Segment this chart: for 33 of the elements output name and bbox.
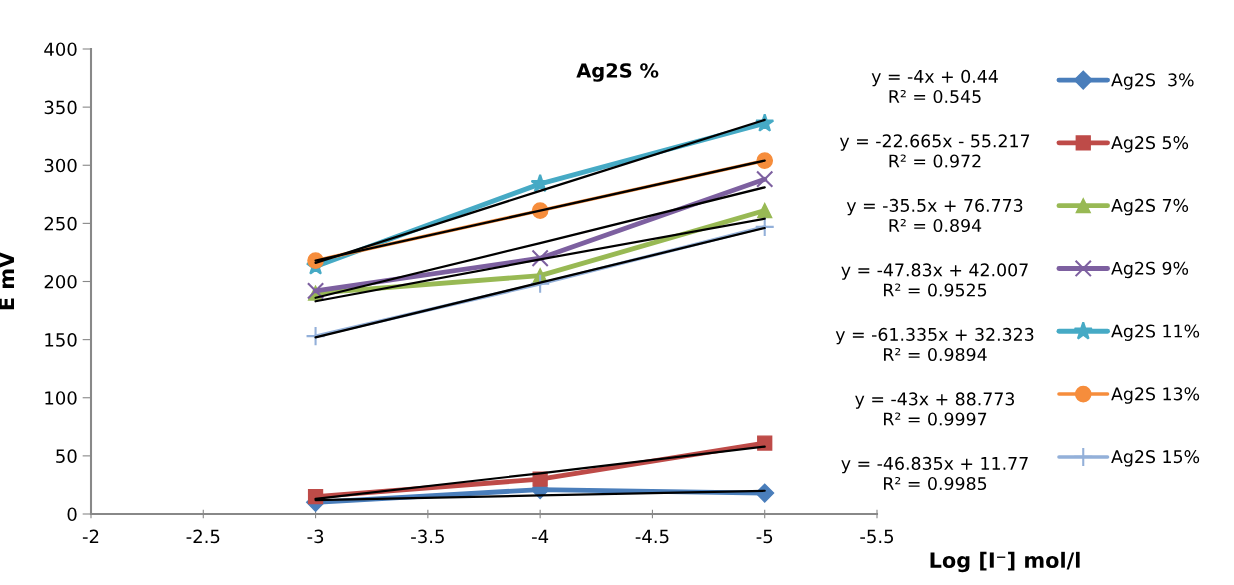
y-tick-label: 250 [44, 216, 77, 231]
annotation: y = -46.835x + 11.77 R² = 0.9985 [841, 456, 1028, 491]
legend-label: Ag2S 13% [1111, 387, 1200, 404]
annotation: y = -22.665x - 55.217 R² = 0.972 [839, 134, 1030, 168]
x-tick-label: -4 [532, 529, 549, 543]
legend-label: Ag2S 7% [1111, 198, 1189, 216]
legend-label: Ag2S 15% [1111, 450, 1200, 467]
annotation: y = -35.5x + 76.773 R² = 0.894 [846, 198, 1023, 233]
x-tick-label: -3.5 [411, 529, 444, 544]
legend-label: Ag2S 9% [1111, 261, 1189, 279]
legend-label: Ag2S 5% [1111, 136, 1189, 153]
x-tick-label: -2 [82, 529, 99, 543]
x-axis-title: Log [I⁻] mol/l [930, 551, 1080, 573]
legend-label: Ag2S 11% [1111, 324, 1200, 341]
annotation: y = -4x + 0.44 R² = 0.545 [871, 69, 998, 104]
annotation: y = -47.83x + 42.007 R² = 0.9525 [841, 263, 1028, 297]
y-tick-label: 300 [44, 158, 77, 173]
y-tick-label: 50 [56, 449, 77, 463]
x-tick-label: -5 [756, 529, 773, 544]
annotation: y = -43x + 88.773 R² = 0.9997 [855, 392, 1015, 426]
y-tick-label: 200 [44, 274, 77, 289]
x-tick-label: -2.5 [186, 529, 220, 544]
x-tick-label: -3 [307, 529, 324, 544]
y-tick-label: 350 [44, 100, 77, 115]
annotation: y = -61.335x + 32.323 R² = 0.9894 [835, 327, 1034, 362]
y-tick-label: 100 [45, 391, 77, 405]
y-tick-label: 0 [67, 507, 77, 522]
y-tick-label: 150 [45, 333, 77, 347]
x-tick-label: -4.5 [635, 529, 669, 544]
x-tick-label: -5.5 [860, 529, 894, 544]
legend-label: Ag2S 3% [1111, 73, 1194, 90]
y-tick-label: 400 [44, 42, 77, 57]
text: Ag2S % [576, 63, 659, 82]
